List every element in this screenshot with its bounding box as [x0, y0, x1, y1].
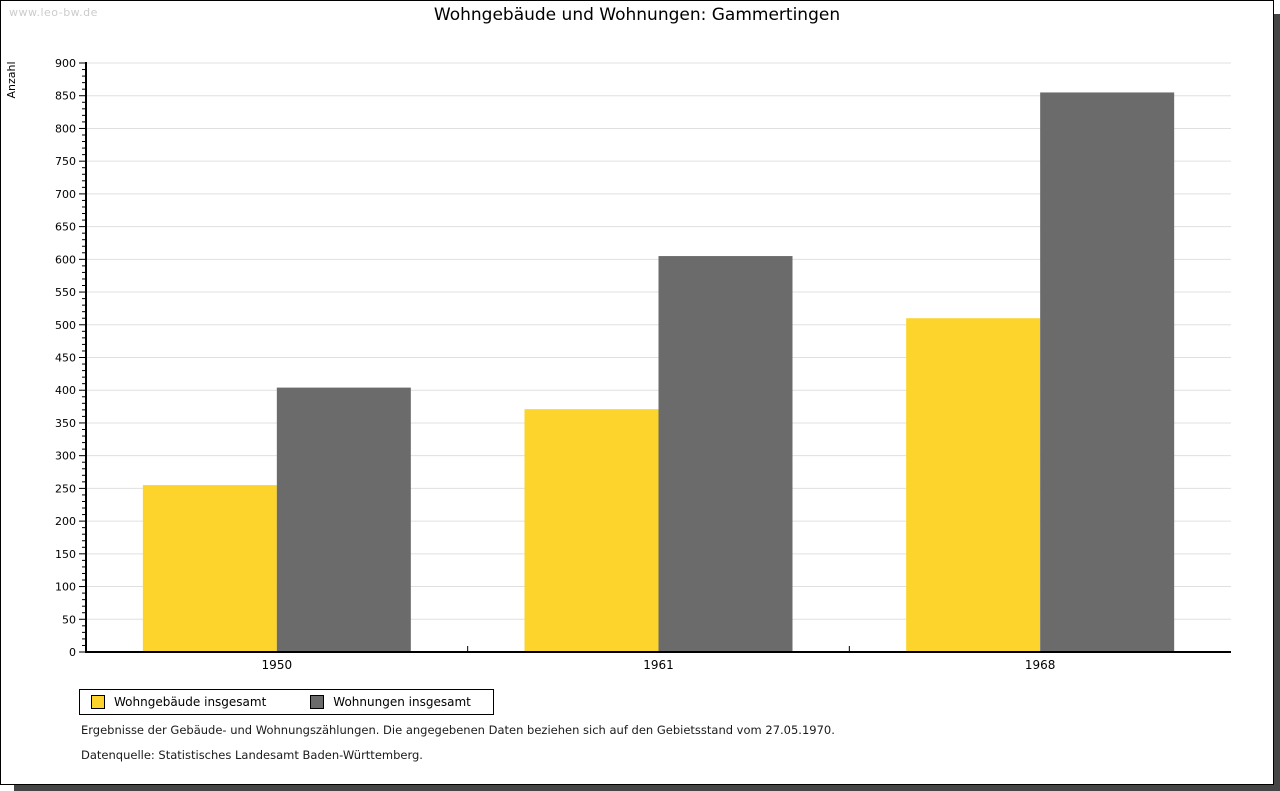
y-tick-label: 350	[55, 417, 76, 430]
bar-1961-series1	[658, 256, 793, 652]
y-tick-label: 600	[55, 253, 76, 266]
footnote-geltungsbereich: Ergebnisse der Gebäude- und Wohnungszähl…	[81, 723, 835, 737]
legend: Wohngebäude insgesamt Wohnungen insgesam…	[79, 689, 494, 715]
watermark: www.leo-bw.de	[9, 6, 98, 19]
x-tick-label: 1968	[1025, 658, 1056, 672]
bar-1950-series1	[276, 387, 411, 652]
y-tick-label: 0	[69, 646, 76, 659]
legend-label-wohngebaeude: Wohngebäude insgesamt	[114, 695, 267, 709]
y-tick-label: 500	[55, 319, 76, 332]
y-axis-title: Anzahl	[5, 61, 18, 99]
y-tick-label: 800	[55, 122, 76, 135]
chart-title: Wohngebäude und Wohnungen: Gammertingen	[433, 5, 841, 25]
y-tick-label: 650	[55, 221, 76, 234]
y-tick-label: 50	[62, 613, 76, 626]
bar-1968-series1	[1040, 92, 1175, 652]
y-tick-label: 750	[55, 155, 76, 168]
y-tick-label: 450	[55, 352, 76, 365]
bar-1950-series0	[142, 485, 277, 652]
y-tick-label: 150	[55, 548, 76, 561]
x-tick-label: 1950	[262, 658, 293, 672]
y-tick-label: 100	[55, 581, 76, 594]
bar-1961-series0	[524, 409, 659, 652]
y-tick-label: 850	[55, 90, 76, 103]
y-tick-label: 400	[55, 384, 76, 397]
y-tick-label: 300	[55, 450, 76, 463]
footnote-datenquelle: Datenquelle: Statistisches Landesamt Bad…	[81, 748, 423, 762]
y-tick-label: 900	[55, 57, 76, 70]
y-tick-label: 200	[55, 515, 76, 528]
bar-chart: 1950 1961 1968 0 50 100 150 200 250 300 350 400 450 5…	[55, 57, 1231, 672]
x-tick-label: 1961	[643, 658, 674, 672]
legend-item-wohngebaeude: Wohngebäude insgesamt	[91, 695, 266, 709]
legend-item-wohnungen: Wohnungen insgesamt	[310, 695, 471, 709]
legend-swatch-yellow-icon	[91, 695, 105, 709]
legend-label-wohnungen: Wohnungen insgesamt	[333, 695, 471, 709]
bar-1968-series0	[906, 318, 1041, 652]
y-tick-label: 250	[55, 482, 76, 495]
y-tick-label: 700	[55, 188, 76, 201]
legend-swatch-gray-icon	[310, 695, 325, 709]
y-tick-label: 550	[55, 286, 76, 299]
